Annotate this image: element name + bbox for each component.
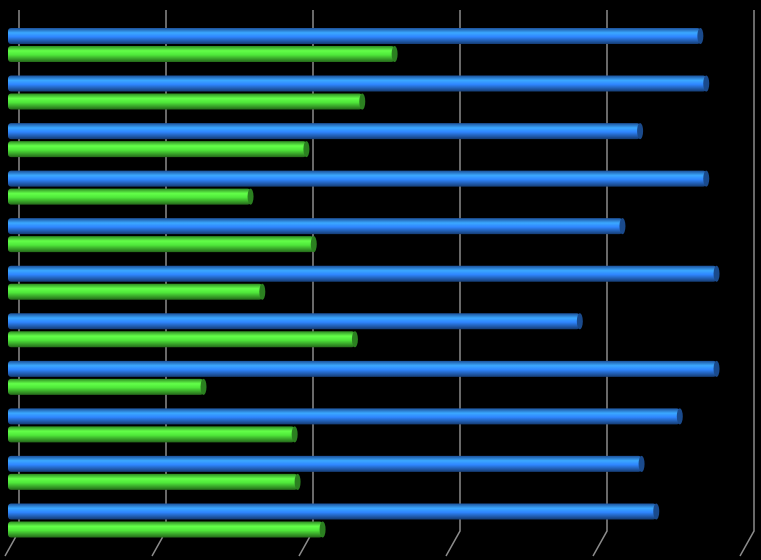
bar-cap <box>319 521 326 538</box>
bar-cap <box>697 28 704 44</box>
bar <box>8 28 701 44</box>
bar <box>8 503 657 520</box>
bar-cap <box>294 473 301 490</box>
bar <box>8 46 395 62</box>
bar-cap <box>303 141 310 158</box>
bar-cap <box>676 408 683 425</box>
bar <box>8 93 363 110</box>
bar-cap <box>310 236 317 253</box>
bar-cap <box>653 503 660 520</box>
bar-cap <box>703 170 710 187</box>
bar-cap <box>703 75 710 92</box>
bar-cap <box>200 378 207 395</box>
bar-cap <box>619 218 626 235</box>
bar <box>8 313 580 330</box>
bar <box>8 283 263 300</box>
bar <box>8 123 641 140</box>
bar <box>8 521 323 538</box>
bar-cap <box>351 331 358 348</box>
bar <box>8 141 307 158</box>
bar <box>8 331 355 348</box>
bar <box>8 408 680 425</box>
bar <box>8 265 717 282</box>
bar <box>8 360 717 377</box>
bar-cap <box>637 123 644 140</box>
grid-line <box>739 10 755 557</box>
bar <box>8 170 707 187</box>
bar-cap <box>391 46 398 62</box>
bar <box>8 75 707 92</box>
bar-cap <box>359 93 366 110</box>
bar <box>8 473 298 490</box>
bar-cap <box>291 426 298 443</box>
bar-cap <box>247 188 254 205</box>
bar-cap <box>576 313 583 330</box>
bar <box>8 426 295 443</box>
bar <box>8 378 204 395</box>
bar <box>8 455 642 472</box>
bar <box>8 218 623 235</box>
bar-cap <box>259 283 266 300</box>
bar-cap <box>713 360 720 377</box>
bar <box>8 236 314 253</box>
bar-cap <box>638 455 645 472</box>
bar <box>8 188 251 205</box>
bar-cap <box>713 265 720 282</box>
